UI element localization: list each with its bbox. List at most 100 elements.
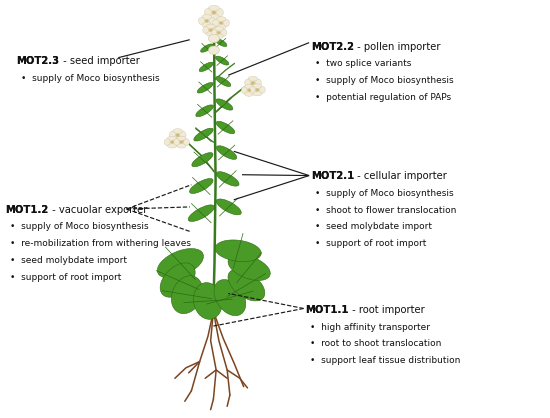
Ellipse shape (248, 76, 258, 81)
Ellipse shape (209, 17, 215, 25)
Ellipse shape (177, 144, 186, 148)
Ellipse shape (214, 27, 223, 31)
Ellipse shape (216, 172, 239, 186)
Ellipse shape (253, 92, 262, 96)
Ellipse shape (169, 131, 175, 139)
Ellipse shape (157, 249, 204, 278)
Ellipse shape (248, 84, 258, 89)
Ellipse shape (245, 79, 251, 87)
Ellipse shape (192, 153, 213, 167)
Ellipse shape (194, 283, 222, 319)
Text: MOT2.3: MOT2.3 (16, 56, 59, 66)
Text: - seed importer: - seed importer (59, 56, 139, 66)
Circle shape (170, 141, 174, 143)
Circle shape (205, 19, 209, 23)
Text: MOT1.1: MOT1.1 (305, 305, 349, 315)
Ellipse shape (177, 136, 186, 140)
Text: •  re-mobilization from withering leaves: • re-mobilization from withering leaves (10, 239, 191, 248)
Text: •  supply of Moco biosynthesis: • supply of Moco biosynthesis (315, 76, 454, 85)
Ellipse shape (196, 105, 213, 117)
Circle shape (212, 11, 216, 14)
Ellipse shape (174, 139, 180, 145)
Ellipse shape (215, 39, 227, 46)
Circle shape (180, 141, 183, 143)
Ellipse shape (202, 15, 212, 19)
Circle shape (248, 89, 251, 92)
Ellipse shape (208, 5, 219, 10)
Ellipse shape (213, 19, 219, 27)
Text: •  supply of Moco biosynthesis: • supply of Moco biosynthesis (10, 222, 148, 232)
Ellipse shape (260, 87, 265, 93)
Ellipse shape (216, 121, 235, 134)
Ellipse shape (253, 84, 262, 88)
Ellipse shape (216, 25, 226, 29)
Text: •  potential regulation of PAPs: • potential regulation of PAPs (315, 93, 451, 102)
Ellipse shape (205, 8, 212, 17)
Ellipse shape (245, 84, 254, 89)
Ellipse shape (190, 178, 213, 194)
Text: - root importer: - root importer (349, 305, 425, 315)
Ellipse shape (208, 15, 219, 20)
Ellipse shape (197, 82, 213, 93)
Text: •  shoot to flower translocation: • shoot to flower translocation (315, 206, 456, 215)
Text: MOT2.3: MOT2.3 (16, 56, 59, 66)
Text: MOT2.1: MOT2.1 (311, 171, 354, 181)
Ellipse shape (206, 32, 215, 36)
Ellipse shape (206, 24, 215, 28)
Ellipse shape (199, 17, 205, 25)
Text: •  support leaf tissue distribution: • support leaf tissue distribution (310, 356, 460, 365)
Ellipse shape (250, 87, 255, 93)
Ellipse shape (188, 205, 214, 222)
Ellipse shape (203, 27, 208, 33)
Ellipse shape (171, 276, 203, 314)
Ellipse shape (168, 144, 177, 148)
Text: MOT1.2: MOT1.2 (6, 205, 49, 215)
Ellipse shape (184, 139, 189, 145)
Ellipse shape (223, 19, 229, 27)
Ellipse shape (216, 56, 229, 65)
Text: - cellular importer: - cellular importer (354, 171, 447, 181)
Ellipse shape (202, 23, 212, 27)
Ellipse shape (241, 87, 247, 94)
Ellipse shape (214, 280, 246, 316)
Ellipse shape (173, 137, 183, 141)
Text: MOT1.2: MOT1.2 (6, 205, 49, 215)
Circle shape (175, 133, 180, 137)
Text: •  two splice variants: • two splice variants (315, 59, 411, 69)
Ellipse shape (201, 44, 213, 52)
Ellipse shape (245, 92, 254, 96)
Ellipse shape (228, 255, 270, 280)
Ellipse shape (215, 240, 261, 262)
Ellipse shape (199, 62, 213, 71)
Ellipse shape (251, 87, 257, 94)
Ellipse shape (160, 263, 195, 297)
Circle shape (208, 46, 219, 54)
Ellipse shape (228, 269, 265, 301)
Circle shape (208, 34, 219, 43)
Text: •  supply of Moco biosynthesis: • supply of Moco biosynthesis (315, 189, 454, 198)
Circle shape (251, 81, 255, 84)
Ellipse shape (174, 139, 179, 145)
Ellipse shape (216, 76, 231, 87)
Text: •  root to shoot translocation: • root to shoot translocation (310, 339, 441, 349)
Circle shape (217, 31, 221, 34)
Ellipse shape (216, 199, 241, 215)
Ellipse shape (216, 8, 223, 17)
Text: - vacuolar exporter: - vacuolar exporter (49, 205, 147, 215)
Text: MOT2.1: MOT2.1 (311, 171, 354, 181)
Text: •  support of root import: • support of root import (10, 273, 121, 282)
Text: MOT1.1: MOT1.1 (305, 305, 349, 315)
Text: •  support of root import: • support of root import (315, 239, 427, 248)
Ellipse shape (216, 99, 233, 110)
Ellipse shape (214, 34, 223, 38)
Ellipse shape (211, 29, 217, 36)
Text: •  supply of Moco biosynthesis: • supply of Moco biosynthesis (21, 74, 160, 83)
Text: MOT2.2: MOT2.2 (311, 42, 354, 52)
Ellipse shape (216, 146, 237, 159)
Circle shape (256, 89, 259, 91)
Text: •  seed molybdate import: • seed molybdate import (315, 222, 432, 232)
Text: •  seed molybdate import: • seed molybdate import (10, 256, 127, 265)
Ellipse shape (173, 129, 183, 133)
Ellipse shape (194, 128, 213, 141)
Ellipse shape (221, 29, 227, 36)
